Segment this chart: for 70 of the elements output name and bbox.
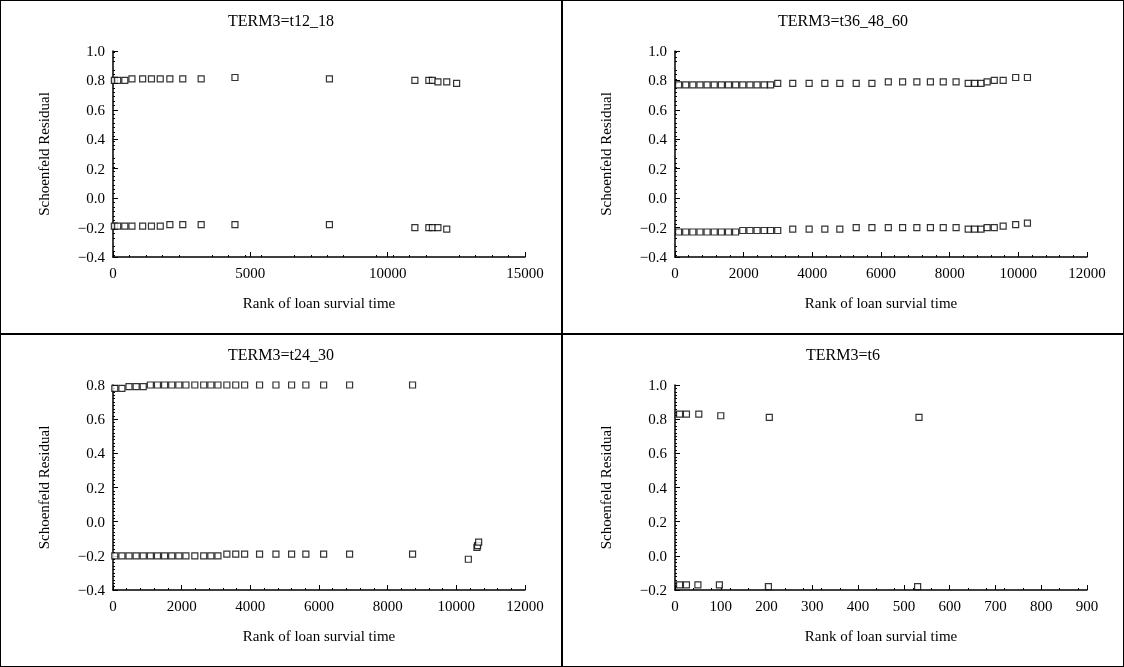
y-tick-label: 0.4 <box>86 131 106 148</box>
x-tick-label: 200 <box>755 597 778 614</box>
y-tick-label: 1.0 <box>648 43 667 59</box>
x-tick-label: 12000 <box>1068 264 1106 281</box>
x-tick-label: 500 <box>892 597 916 614</box>
y-tick-label: −0.2 <box>639 582 667 598</box>
x-tick-label: 8000 <box>372 597 403 614</box>
x-tick-label: 10000 <box>368 264 407 281</box>
y-tick-label: 1.0 <box>86 43 105 59</box>
x-tick-label: 8000 <box>934 264 965 281</box>
y-tick-label: 0.2 <box>86 160 105 177</box>
y-tick-label: −0.4 <box>77 249 106 265</box>
y-tick-label: −0.2 <box>639 219 667 236</box>
y-tick-label: 0.8 <box>648 72 667 89</box>
x-tick-label: 2000 <box>728 264 759 281</box>
x-tick-label: 0 <box>671 597 679 614</box>
y-tick-label: 0.8 <box>86 377 105 393</box>
x-tick-label: 800 <box>1029 597 1053 614</box>
x-axis-title: Rank of loan survial time <box>804 627 958 644</box>
x-tick-label: 400 <box>846 597 870 614</box>
y-axis-title: Schoenfeld Residual <box>35 425 52 550</box>
chart-title: TERM3=t36_48_60 <box>778 11 908 29</box>
x-tick-label: 0 <box>671 264 679 281</box>
x-tick-label: 600 <box>938 597 961 614</box>
x-tick-label: 100 <box>709 597 733 614</box>
x-tick-label: 2000 <box>166 597 197 614</box>
x-tick-label: 6000 <box>304 597 334 614</box>
x-axis-title: Rank of loan survial time <box>242 627 396 644</box>
y-tick-label: −0.2 <box>77 219 105 236</box>
y-tick-label: 0.2 <box>86 479 105 496</box>
y-tick-label: 0.0 <box>648 547 667 564</box>
y-axis-title: Schoenfeld Residual <box>597 92 614 216</box>
chart-title: TERM3=t6 <box>806 345 880 363</box>
x-tick-label: 700 <box>984 597 1007 614</box>
y-tick-label: 0.4 <box>86 445 106 462</box>
y-tick-label: −0.4 <box>77 582 106 598</box>
y-tick-label: 0.8 <box>86 72 105 89</box>
x-tick-label: 300 <box>801 597 824 614</box>
y-tick-label: 0.4 <box>648 479 668 496</box>
x-tick-label: 4000 <box>235 597 266 614</box>
y-tick-label: −0.4 <box>639 249 668 265</box>
y-tick-label: 0.6 <box>86 411 106 428</box>
y-tick-label: 0.0 <box>86 190 105 207</box>
x-tick-label: 900 <box>1075 597 1099 614</box>
x-tick-label: 4000 <box>797 264 828 281</box>
y-tick-label: 0.6 <box>86 101 106 118</box>
y-tick-label: −0.2 <box>77 547 105 564</box>
y-tick-label: 0.2 <box>648 513 667 530</box>
y-tick-label: 0.8 <box>648 411 667 428</box>
y-tick-label: 0.0 <box>86 513 105 530</box>
x-tick-label: 12000 <box>506 597 544 614</box>
y-tick-label: 0.6 <box>648 101 668 118</box>
x-axis-title: Rank of loan survial time <box>242 294 396 311</box>
x-tick-label: 0 <box>109 597 117 614</box>
x-tick-label: 10000 <box>437 597 476 614</box>
x-tick-label: 15000 <box>506 264 544 281</box>
chart-title: TERM3=t12_18 <box>228 11 334 29</box>
y-axis-title: Schoenfeld Residual <box>35 92 52 216</box>
y-tick-label: 0.4 <box>648 131 668 148</box>
y-tick-label: 0.0 <box>648 190 667 207</box>
x-axis-title: Rank of loan survial time <box>804 294 958 311</box>
x-tick-label: 10000 <box>999 264 1038 281</box>
x-tick-label: 6000 <box>866 264 896 281</box>
chart-title: TERM3=t24_30 <box>228 345 334 363</box>
y-tick-label: 0.6 <box>648 445 668 462</box>
y-axis-title: Schoenfeld Residual <box>597 425 614 550</box>
y-tick-label: 1.0 <box>648 377 667 393</box>
x-tick-label: 0 <box>109 264 117 281</box>
y-tick-label: 0.2 <box>648 160 667 177</box>
x-tick-label: 5000 <box>235 264 266 281</box>
